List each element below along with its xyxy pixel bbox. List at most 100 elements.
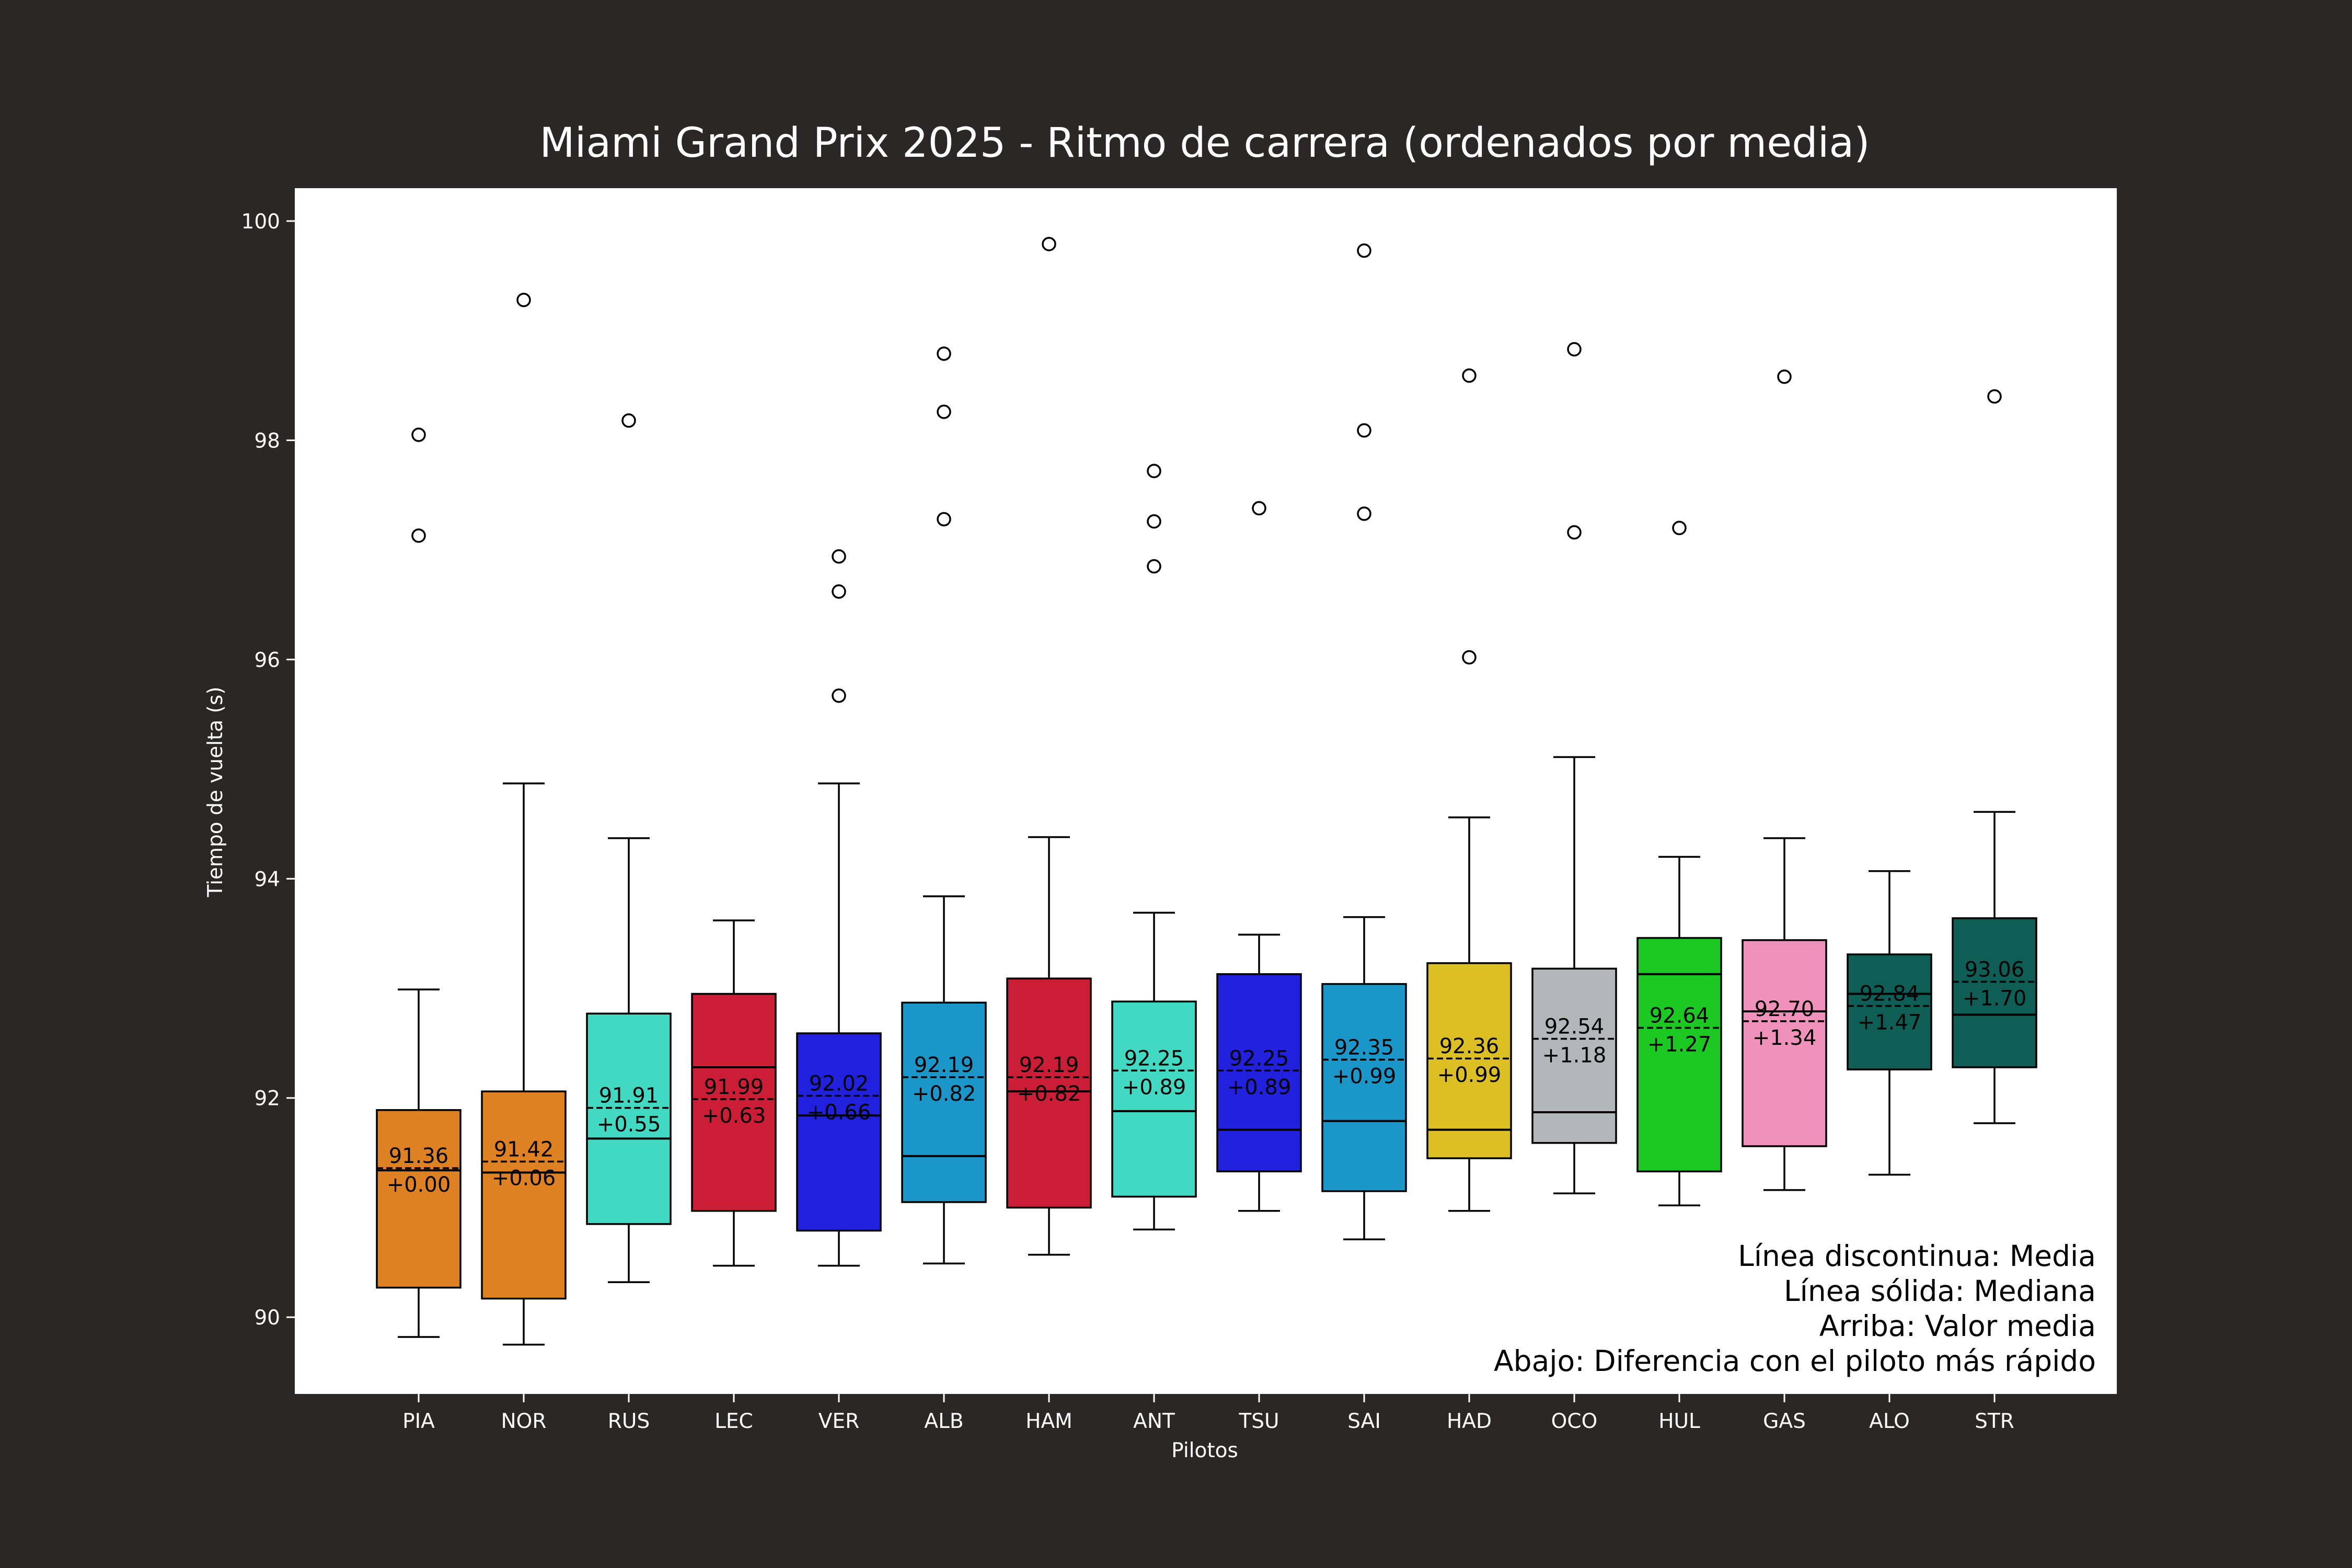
delta-label: +0.55 <box>597 1113 661 1137</box>
x-tick-label: NOR <box>501 1410 547 1433</box>
outlier-point <box>1672 521 1687 535</box>
y-tick-label: 96 <box>254 649 280 672</box>
outlier-point <box>937 346 951 361</box>
iqr-box <box>1216 973 1302 1173</box>
box-alo: 92.84 +1.47 <box>1847 870 1932 1176</box>
delta-label: +0.82 <box>912 1082 976 1106</box>
outlier-point <box>1147 559 1161 574</box>
outlier-point <box>411 428 426 442</box>
plot-area <box>295 188 2117 1394</box>
iqr-box <box>481 1090 567 1300</box>
box-series: 91.36 +0.00 91.42 +0.06 91.91 +0.55 91.99 +0.63… <box>376 237 2037 1346</box>
mean-value-label: 92.84 <box>1860 982 1920 1006</box>
x-axis-label: Pilotos <box>1171 1439 1238 1462</box>
y-axis-label: Tiempo de vuelta (s) <box>204 687 227 898</box>
box-sai: 92.35 +0.99 <box>1321 243 1407 1241</box>
iqr-box <box>1111 1000 1197 1198</box>
iqr-box <box>1636 937 1722 1173</box>
y-tick-label: 94 <box>254 868 280 891</box>
iqr-box <box>1321 983 1407 1192</box>
x-tick-label: HUL <box>1658 1410 1700 1433</box>
x-tick-label: OCO <box>1551 1410 1598 1433</box>
box-gas: 92.70 +1.34 <box>1742 369 1827 1191</box>
outlier-point <box>937 512 951 527</box>
outlier-point <box>1147 464 1161 478</box>
box-nor: 91.42 +0.06 <box>481 293 567 1346</box>
delta-label: +0.89 <box>1227 1075 1292 1099</box>
iqr-box <box>376 1109 462 1289</box>
mean-value-label: 92.25 <box>1229 1046 1289 1070</box>
box-tsu: 92.25 +0.89 <box>1216 501 1302 1212</box>
y-tick-label: 98 <box>254 429 280 453</box>
x-tick-label: ALO <box>1869 1410 1910 1433</box>
box-str: 93.06 +1.70 <box>1952 389 2037 1124</box>
x-tick-label: TSU <box>1238 1410 1279 1433</box>
mean-value-label: 92.25 <box>1124 1046 1184 1070</box>
iqr-box <box>691 993 777 1212</box>
mean-value-label: 91.42 <box>494 1137 554 1161</box>
iqr-box <box>1742 939 1827 1147</box>
delta-label: +0.89 <box>1122 1075 1186 1099</box>
delta-label: +1.70 <box>1963 986 2027 1010</box>
box-lec: 91.99 +0.63 <box>691 919 777 1267</box>
mean-value-label: 91.91 <box>599 1084 659 1108</box>
delta-label: +1.18 <box>1542 1043 1607 1067</box>
outlier-point <box>1357 243 1371 258</box>
outlier-point <box>1567 525 1582 540</box>
x-tick-label: RUS <box>608 1410 650 1433</box>
legend-line: Abajo: Diferencia con el piloto más rápi… <box>1494 1344 2096 1378</box>
iqr-box <box>901 1001 987 1203</box>
mean-value-label: 91.99 <box>704 1075 764 1099</box>
outlier-point <box>832 584 846 599</box>
mean-value-label: 92.36 <box>1439 1034 1500 1058</box>
outlier-point <box>1357 506 1371 521</box>
box-pia: 91.36 +0.00 <box>376 428 462 1338</box>
box-alb: 92.19 +0.82 <box>901 346 987 1265</box>
box-had: 92.36 +0.99 <box>1426 368 1512 1212</box>
x-tick-label: STR <box>1975 1410 2014 1433</box>
mean-value-label: 91.36 <box>389 1144 449 1168</box>
box-ant: 92.25 +0.89 <box>1111 464 1197 1231</box>
y-axis: 90 92 94 96 98 100 <box>241 210 295 1330</box>
box-ver: 92.02 +0.66 <box>796 549 882 1267</box>
mean-value-label: 92.35 <box>1334 1035 1394 1059</box>
x-tick-label: PIA <box>402 1410 435 1433</box>
y-tick-label: 100 <box>241 210 280 234</box>
mean-value-label: 92.19 <box>1019 1053 1079 1077</box>
x-tick-label: HAM <box>1025 1410 1073 1433</box>
box-hul: 92.64 +1.27 <box>1636 521 1722 1207</box>
delta-label: +1.47 <box>1858 1011 1922 1035</box>
iqr-box <box>1426 962 1512 1159</box>
delta-label: +1.27 <box>1647 1033 1712 1057</box>
mean-value-label: 92.70 <box>1755 997 1815 1021</box>
x-tick-label: LEC <box>714 1410 753 1433</box>
mean-value-label: 93.06 <box>1965 958 2025 982</box>
iqr-box <box>1531 967 1617 1144</box>
delta-label: +0.63 <box>702 1104 766 1128</box>
outlier-point <box>1987 389 2002 404</box>
x-tick-label: ANT <box>1133 1410 1175 1433</box>
outlier-point <box>1252 501 1266 516</box>
iqr-box <box>586 1012 672 1225</box>
x-tick-label: SAI <box>1347 1410 1381 1433</box>
box-rus: 91.91 +0.55 <box>586 413 672 1283</box>
delta-label: +0.82 <box>1017 1082 1081 1106</box>
box-ham: 92.19 +0.82 <box>1006 237 1092 1256</box>
delta-label: +0.00 <box>387 1173 451 1197</box>
delta-label: +1.34 <box>1753 1026 1817 1050</box>
iqr-box <box>1006 977 1092 1209</box>
outlier-point <box>832 549 846 564</box>
outlier-point <box>1777 369 1792 384</box>
outlier-point <box>1357 423 1371 438</box>
x-axis: PIA NOR RUS LEC VER ALB HAM ANT TSU SAI HAD OCO HUL G… <box>402 1394 2014 1433</box>
outlier-point <box>1147 514 1161 529</box>
mean-value-label: 92.02 <box>809 1072 869 1096</box>
delta-label: +0.99 <box>1437 1063 1502 1087</box>
legend-line: Arriba: Valor media <box>1819 1309 2096 1343</box>
legend-line: Línea discontinua: Media <box>1738 1239 2096 1273</box>
y-tick-label: 92 <box>254 1087 280 1111</box>
delta-label: +0.66 <box>807 1101 871 1125</box>
iqr-box <box>796 1032 882 1232</box>
